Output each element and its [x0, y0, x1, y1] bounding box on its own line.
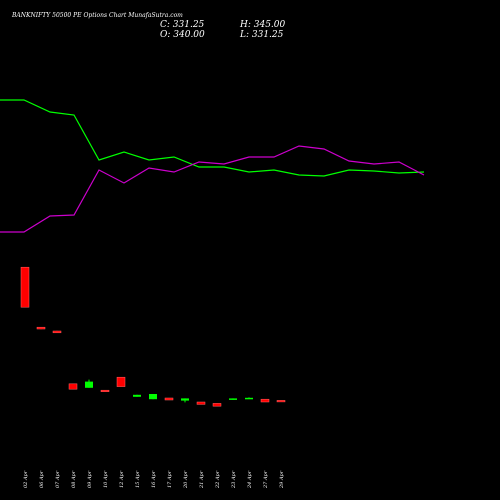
candle-body — [181, 398, 189, 401]
candle-body — [100, 389, 110, 392]
candle-body — [196, 401, 206, 405]
x-tick-label: 22 Apr — [215, 470, 221, 489]
x-tick-label: 29 Apr — [279, 470, 285, 489]
x-axis-ticks: 02 Apr 06 Apr 07 Apr 08 Apr 09 Apr 10 Apr 12 A… — [23, 470, 285, 489]
x-tick-label: 06 Apr — [39, 470, 45, 488]
x-tick-label: 21 Apr — [199, 470, 205, 489]
open-value: O: 340.00 — [160, 30, 205, 40]
x-tick-label: 27 Apr — [263, 470, 269, 489]
x-tick-label: 02 Apr — [23, 470, 29, 488]
high-value: H: 345.00 — [240, 20, 286, 30]
indicator-line — [0, 145, 425, 233]
x-tick-label: 09 Apr — [87, 470, 93, 488]
candle-body — [260, 398, 270, 403]
candle-body — [52, 330, 62, 334]
close-value: C: 331.25 — [160, 20, 205, 30]
candle-body — [116, 376, 126, 387]
low-value: L: 331.25 — [240, 30, 284, 40]
x-tick-label: 15 Apr — [135, 470, 141, 488]
x-tick-label: 08 Apr — [71, 470, 77, 488]
candle-body — [276, 400, 286, 403]
candles — [20, 266, 286, 407]
x-tick-label: 10 Apr — [103, 470, 109, 488]
candle-body — [229, 398, 237, 400]
x-tick-label: 07 Apr — [55, 470, 61, 488]
chart-title: BANKNIFTY 50500 PE Options Chart MunafaS… — [12, 12, 183, 19]
candle-body — [36, 326, 46, 330]
candle-body — [149, 394, 157, 400]
candle-body — [245, 397, 253, 400]
candle-body — [85, 381, 93, 388]
candle-body — [212, 403, 222, 407]
x-tick-label: 16 Apr — [151, 470, 157, 488]
x-tick-label: 23 Apr — [231, 470, 237, 489]
candle-body — [133, 394, 141, 397]
x-tick-label: 24 Apr — [247, 470, 253, 489]
x-tick-label: 20 Apr — [183, 470, 189, 489]
x-tick-label: 17 Apr — [167, 470, 173, 488]
x-tick-label: 12 Apr — [119, 470, 125, 488]
candle-body — [68, 383, 78, 390]
candle-body — [20, 266, 30, 308]
indicator-line — [0, 99, 425, 177]
indicator-lines — [0, 99, 425, 233]
candle-body — [164, 397, 174, 401]
